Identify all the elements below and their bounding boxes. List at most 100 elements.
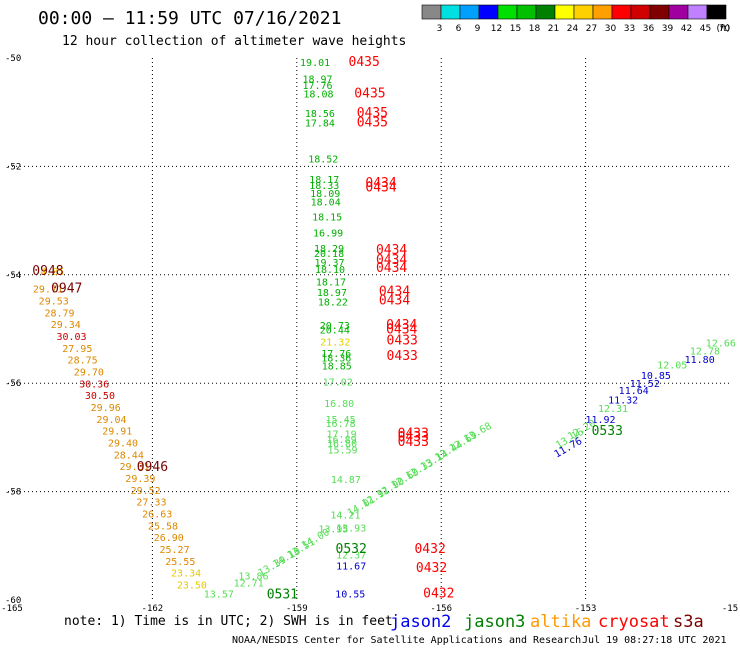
observation-time-label: 0432 [414, 542, 445, 557]
colorbar-tick-label: 24 [567, 24, 579, 34]
wave-height-value: 26.63 [142, 510, 172, 521]
wave-height-value: 29.31 [120, 462, 150, 473]
wave-height-value: 28.44 [114, 451, 144, 462]
observation-time-label: 0433 [398, 435, 429, 450]
observation-time-label: 0434 [379, 294, 410, 309]
x-tick-label: -162 [142, 604, 164, 614]
y-tick-label: -58 [5, 488, 21, 498]
wave-height-value: 12.37 [336, 550, 366, 561]
colorbar-swatch [630, 4, 651, 20]
wave-height-value: 25.58 [148, 522, 178, 533]
wave-height-value: 18.97 [317, 288, 347, 299]
colorbar-tick-label: 27 [586, 24, 597, 34]
grid-lines [8, 58, 730, 600]
wave-height-value: 29.39 [125, 474, 155, 485]
colorbar-tick-label: 15 [510, 24, 521, 34]
wave-height-value: 17.76 [321, 349, 351, 360]
plot-area [8, 58, 730, 600]
wave-height-value: 23.50 [177, 581, 207, 592]
colorbar-swatch [611, 4, 632, 20]
x-tick-label: -156 [430, 604, 452, 614]
observation-time-label: 0434 [365, 176, 396, 191]
y-tick-label: -52 [5, 162, 21, 172]
colorbar-tick-label: 45 [700, 24, 711, 34]
observation-time-label: 0434 [386, 318, 417, 333]
chart-subtitle: 12 hour collection of altimeter wave hei… [62, 34, 406, 49]
observation-time-label: 0434 [379, 284, 410, 299]
colorbar-tick-label: 9 [475, 24, 481, 34]
wave-height-value: 16.99 [313, 228, 343, 239]
legend: jason2 jason3 altika cryosat s3a [390, 612, 704, 632]
wave-height-value: 29.70 [74, 368, 104, 379]
colorbar-swatch [668, 4, 689, 20]
colorbar-swatch [516, 4, 537, 20]
observation-time-label: 0434 [365, 180, 396, 195]
y-axis-ticks: -50 -52 -54 -56 -58 -60 [5, 54, 21, 606]
colorbar-swatch [706, 4, 727, 20]
wave-height-value: 12.05 [657, 361, 687, 372]
wave-height-value: 16.80 [324, 399, 354, 410]
wave-height-value: 18.22 [318, 298, 348, 309]
legend-item-altika: altika [530, 612, 591, 632]
wave-height-value: 15.59 [327, 446, 357, 457]
wave-height-value: 16.89 [327, 435, 357, 446]
wave-height-value: 29.53 [39, 297, 69, 308]
colorbar-swatch [687, 4, 708, 20]
wave-height-value: 13.86 [238, 571, 268, 582]
time-labels: 0435043504350435043404340434043404340434… [32, 55, 623, 602]
wave-height-value: 18.56 [305, 109, 335, 120]
wave-height-value: 12.78 [690, 346, 720, 357]
colorbar-swatch [573, 4, 594, 20]
wave-height-value: 10.55 [335, 589, 365, 600]
wave-height-value: 13.57 [204, 589, 234, 600]
colorbar-swatch [440, 4, 461, 20]
observation-time-label: 0532 [336, 542, 367, 557]
wave-height-value: 17.76 [302, 81, 332, 92]
observation-time-label: 0434 [376, 253, 407, 268]
wave-height-value: 29.04 [96, 415, 126, 426]
wave-height-value: 30.36 [79, 380, 109, 391]
observation-time-label: 0948 [32, 264, 63, 279]
observation-time-label: 0434 [386, 322, 417, 337]
wave-height-value: 20.18 [314, 249, 344, 260]
wave-height-value: 18.29 [314, 244, 344, 255]
wave-height-value: 18.36 [321, 354, 351, 365]
y-tick-label: -50 [5, 54, 21, 64]
wave-height-value: 18.17 [316, 278, 346, 289]
wave-height-value: 29.40 [108, 439, 138, 450]
colorbar-tick-label: 33 [624, 24, 635, 34]
observation-time-label: 0435 [354, 87, 385, 102]
wave-height-value: 25.27 [159, 545, 189, 556]
wave-height-value: 11.52 [630, 379, 660, 390]
wave-height-value: 19.01 [300, 58, 330, 69]
colorbar-tick-label: 39 [662, 24, 674, 34]
wave-height-value: 13.93 [336, 524, 366, 535]
wave-height-value: 28.79 [44, 309, 74, 320]
wave-height-value: 29.96 [91, 403, 121, 414]
wave-height-value: 11.67 [336, 562, 366, 573]
wave-height-value: 18.08 [303, 90, 333, 101]
observation-time-label: 0531 [267, 587, 298, 602]
wave-height-value: 29.91 [102, 427, 132, 438]
wave-height-value: 11.32 [608, 395, 638, 406]
wave-height-value: 20.73 [320, 321, 350, 332]
wave-height-value: 15.45 [326, 415, 356, 426]
x-tick-label: -15 [722, 604, 738, 614]
colorbar-swatch [459, 4, 480, 20]
legend-item-jason2: jason2 [390, 612, 451, 632]
wave-height-value: 30.50 [85, 391, 115, 402]
footnote: note: 1) Time is in UTC; 2) SWH is in fe… [64, 614, 393, 629]
observation-time-label: 0433 [398, 430, 429, 445]
wave-height-value: 30.03 [56, 332, 86, 343]
colorbar-swatch [478, 4, 499, 20]
wave-height-value: 18.85 [322, 362, 352, 373]
y-tick-label: -56 [5, 379, 21, 389]
colorbar-tick-label: 42 [681, 24, 692, 34]
wave-height-value: 11.64 [619, 386, 649, 397]
wave-height-value: 17.02 [323, 377, 353, 388]
colorbar-tick-label: 36 [643, 24, 655, 34]
wave-height-value: 18.33 [309, 181, 339, 192]
y-tick-label: -60 [5, 596, 21, 606]
wave-height-value: 16.78 [326, 419, 356, 430]
colorbar-tick-label: 18 [529, 24, 541, 34]
